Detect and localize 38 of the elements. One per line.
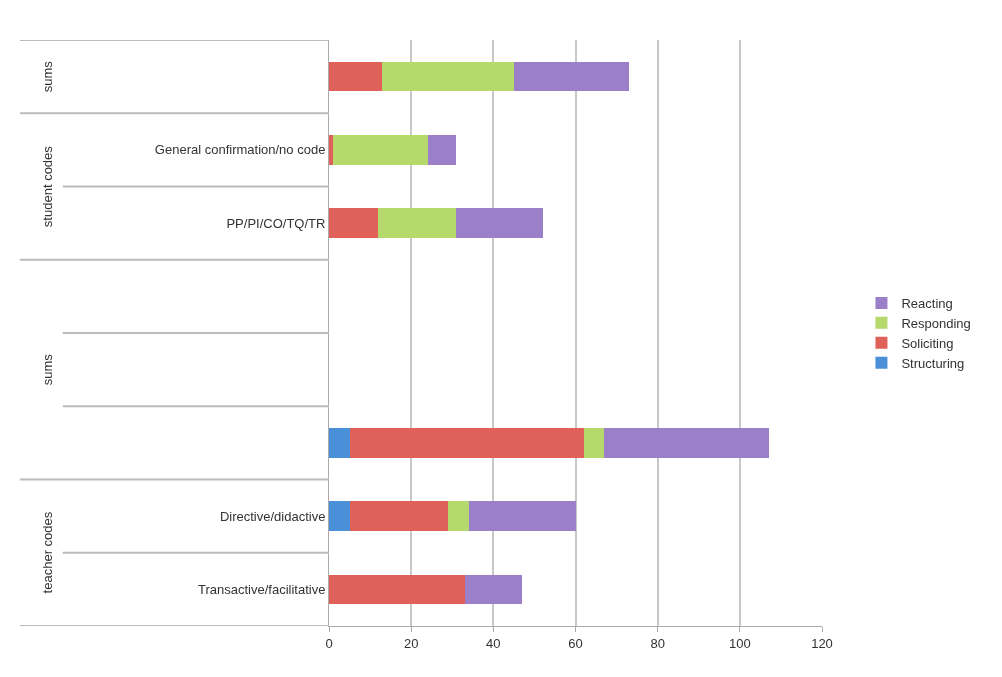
bar — [456, 208, 543, 238]
bar — [382, 61, 514, 92]
text: student codes — [40, 145, 56, 228]
bar — [329, 574, 465, 605]
x-tick-label: 80 — [650, 635, 665, 651]
bar — [464, 574, 523, 605]
x-tick-label: 0 — [325, 635, 333, 651]
bar — [329, 428, 350, 458]
y-tick-label: Transactive/facilitative — [197, 581, 326, 597]
text: sums — [40, 60, 55, 93]
bar — [427, 135, 457, 165]
bar — [329, 208, 379, 238]
legend-label: Soliciting — [901, 335, 954, 351]
y-tick-label: General confirmation/no code — [154, 142, 326, 158]
x-tick-label: 120 — [811, 635, 833, 651]
y-tick-label: PP/PI/CO/TQ/TR — [226, 215, 326, 231]
bar — [583, 428, 605, 458]
text: sums — [40, 353, 55, 386]
bar — [329, 61, 383, 92]
bar — [329, 135, 334, 165]
legend-label: Structuring — [901, 355, 965, 371]
bar — [604, 428, 769, 458]
bar — [468, 501, 576, 531]
legend-label: Reacting — [901, 296, 953, 312]
bar — [378, 208, 457, 238]
bar — [349, 428, 584, 458]
bar — [513, 61, 629, 92]
y-tick-label: Directive/didactive — [219, 508, 326, 524]
bar — [333, 135, 428, 165]
text: teacher codes — [39, 511, 55, 594]
x-tick-label: 100 — [728, 635, 751, 651]
bar — [349, 501, 449, 531]
x-tick-label: 20 — [403, 635, 419, 651]
bar — [329, 501, 350, 531]
legend-label: Responding — [901, 315, 971, 331]
x-tick-label: 60 — [568, 635, 583, 651]
bar — [448, 501, 469, 531]
x-tick-label: 40 — [486, 635, 501, 651]
